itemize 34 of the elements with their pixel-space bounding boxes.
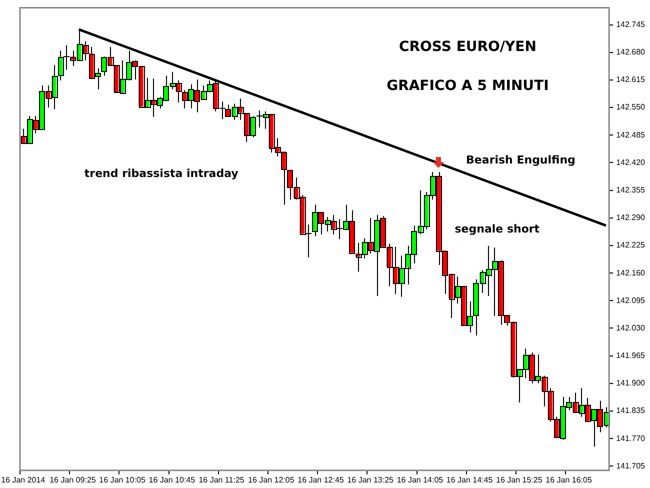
annotation: trend ribassista intraday: [84, 167, 238, 180]
x-tick-label: 16 Jan 13:25: [347, 475, 394, 484]
y-tick-label: 142.550: [616, 102, 646, 112]
text: CROSS EURO/YEN: [398, 38, 536, 55]
y-tick-label: 142.485: [616, 130, 646, 140]
x-tick-label: 16 Jan 16:05: [546, 475, 592, 484]
x-tick-label: 16 Jan 09:25: [50, 475, 96, 484]
y-tick-label: 142.225: [616, 240, 646, 250]
y-tick-label: 142.160: [616, 268, 646, 278]
y-tick-label: 142.030: [616, 323, 646, 332]
y-tick-label: 142.680: [616, 48, 646, 57]
x-tick-label: 16 Jan 12:05: [248, 475, 295, 484]
y-tick-label: 141.965: [616, 351, 646, 360]
annotation: segnale short: [454, 222, 540, 236]
x-tick-label: 16 Jan 10:45: [148, 475, 196, 484]
y-tick-label: 142.355: [616, 185, 646, 194]
x-tick-label: 16 Jan 12:45: [298, 475, 344, 484]
y-tick-label: 142.615: [616, 75, 646, 84]
text: GRAFICO A 5 MINUTI: [386, 78, 549, 94]
x-tick-label: 16 Jan 2014: [1, 475, 46, 484]
y-tick-label: 141.835: [616, 406, 646, 416]
y-tick-label: 141.705: [616, 461, 646, 470]
y-tick-label: 141.900: [616, 378, 646, 388]
y-tick-label: 142.290: [616, 213, 646, 222]
x-tick-label: 16 Jan 15:25: [496, 475, 543, 484]
y-tick-label: 142.745: [616, 20, 646, 29]
x-tick-label: 16 Jan 14:45: [446, 475, 494, 484]
annotation: Bearish Engulfing: [466, 153, 576, 166]
x-tick-label: 16 Jan 11:25: [198, 475, 245, 484]
y-tick-label: 141.770: [616, 434, 646, 443]
x-tick-label: 16 Jan 10:05: [99, 475, 146, 484]
x-tick-label: 16 Jan 14:05: [396, 475, 444, 484]
y-tick-label: 142.095: [616, 296, 646, 305]
y-tick-label: 142.420: [616, 158, 646, 167]
